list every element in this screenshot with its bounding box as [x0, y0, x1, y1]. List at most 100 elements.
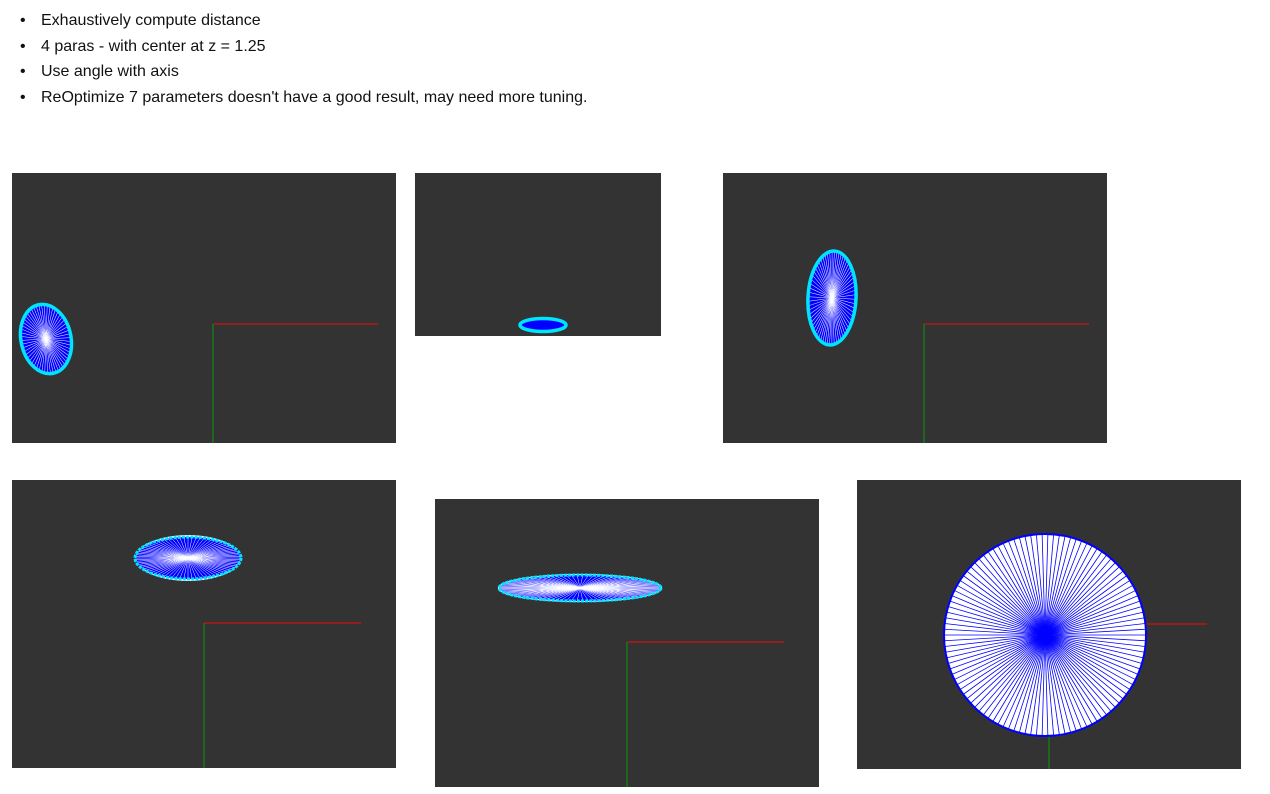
disc-spoke: [814, 267, 833, 299]
disc-spoke: [831, 297, 842, 341]
disc-spoke: [1044, 540, 1083, 636]
disc-spoke: [1044, 634, 1134, 686]
viewer-panel-5: [435, 499, 819, 787]
disc-spoke: [187, 557, 226, 574]
disc-spoke: [818, 260, 833, 299]
disc-spoke: [1044, 590, 1136, 636]
disc-spoke: [135, 557, 189, 560]
disc-spoke: [809, 282, 833, 299]
disc-spoke: [579, 587, 626, 600]
disc-spoke: [1044, 634, 1146, 647]
bullet-item: • Exhaustively compute distance: [20, 8, 587, 34]
disc-spoke: [808, 287, 833, 299]
disc-spoke: [187, 557, 197, 579]
disc-spoke: [987, 634, 1046, 719]
disc-spoke: [160, 539, 189, 559]
disc-spoke: [1044, 634, 1093, 725]
disc-spoke: [579, 587, 630, 599]
disc-spoke: [45, 307, 54, 340]
disc-spoke: [579, 587, 600, 601]
disc-spoke: [811, 274, 833, 299]
disc-spoke: [827, 252, 833, 299]
disc-spoke: [1041, 534, 1046, 636]
disc-spoke: [135, 556, 189, 559]
disc-spoke: [831, 251, 833, 299]
disc-spoke: [1044, 634, 1107, 716]
disc-spoke: [45, 326, 69, 340]
disc-spoke: [150, 557, 189, 574]
disc-spoke: [831, 297, 833, 345]
viewer-canvas-4: [133, 535, 361, 768]
disc-spoke: [579, 587, 595, 601]
disc-spoke: [140, 557, 189, 568]
disc-spoke: [41, 338, 47, 373]
disc-spoke: [1044, 611, 1144, 636]
bullet-icon: •: [20, 12, 26, 29]
disc-spoke: [826, 297, 833, 345]
disc-spoke: [1044, 537, 1072, 636]
disc-spoke: [45, 338, 48, 374]
disc-spoke: [1044, 628, 1146, 636]
disc-spoke: [978, 558, 1046, 636]
disc-spoke: [808, 296, 833, 299]
disc-spoke: [560, 575, 581, 589]
disc-spoke: [45, 338, 51, 374]
disc-spoke: [36, 338, 47, 370]
disc-spoke: [831, 289, 857, 299]
disc-spoke: [1044, 634, 1143, 664]
disc-spoke: [187, 537, 201, 559]
disc-spoke: [579, 587, 589, 602]
disc-spoke: [1024, 535, 1046, 636]
disc-spoke: [1044, 566, 1120, 636]
disc-spoke: [45, 338, 72, 346]
disc-spoke: [187, 557, 213, 577]
disc-spoke: [831, 276, 855, 299]
disc-spoke: [944, 623, 1046, 636]
disc-spoke: [187, 557, 216, 577]
disc-spoke: [1030, 634, 1046, 736]
disc-spoke: [1044, 562, 1116, 636]
disc-spoke: [946, 611, 1046, 636]
disc-object: [518, 316, 568, 334]
disc-spoke: [187, 557, 238, 567]
disc-spoke: [20, 332, 47, 340]
disc-spoke: [22, 338, 47, 349]
bullet-text: Exhaustively compute distance: [41, 12, 261, 29]
disc-spoke: [1035, 534, 1046, 636]
disc-spoke: [992, 548, 1046, 636]
disc-spoke: [1044, 534, 1049, 636]
disc-spoke: [153, 557, 189, 575]
disc-spoke: [810, 297, 833, 324]
disc-spoke: [970, 566, 1046, 636]
disc-spoke: [829, 251, 833, 299]
disc-spoke: [1044, 534, 1060, 636]
disc-spoke: [171, 537, 189, 559]
disc-spoke: [947, 606, 1046, 636]
disc-spoke: [831, 297, 835, 345]
disc-spoke: [944, 634, 1046, 647]
disc-spoke: [822, 297, 833, 343]
disc-spoke: [187, 557, 220, 576]
disc-spoke: [167, 557, 189, 578]
disc-spoke: [970, 634, 1046, 704]
disc-spoke: [831, 297, 856, 309]
disc-spoke: [534, 576, 581, 589]
disc-spoke: [576, 587, 581, 602]
disc-spoke: [45, 313, 61, 340]
viewer-canvas-6: [943, 533, 1207, 769]
disc-spoke: [135, 557, 189, 562]
disc-spoke: [1013, 538, 1046, 636]
disc-spoke: [539, 576, 581, 589]
disc-spoke: [45, 338, 54, 374]
disc-spoke: [951, 634, 1046, 675]
disc-spoke: [974, 634, 1046, 708]
disc-spoke: [41, 304, 47, 340]
disc-spoke: [808, 297, 833, 311]
disc-spoke: [1044, 634, 1127, 695]
disc-object: [943, 533, 1147, 737]
disc-spoke: [549, 587, 581, 601]
disc-spoke: [1007, 540, 1046, 636]
disc-spoke: [179, 537, 189, 559]
disc-spoke: [1044, 634, 1083, 730]
disc-spoke: [997, 545, 1046, 636]
